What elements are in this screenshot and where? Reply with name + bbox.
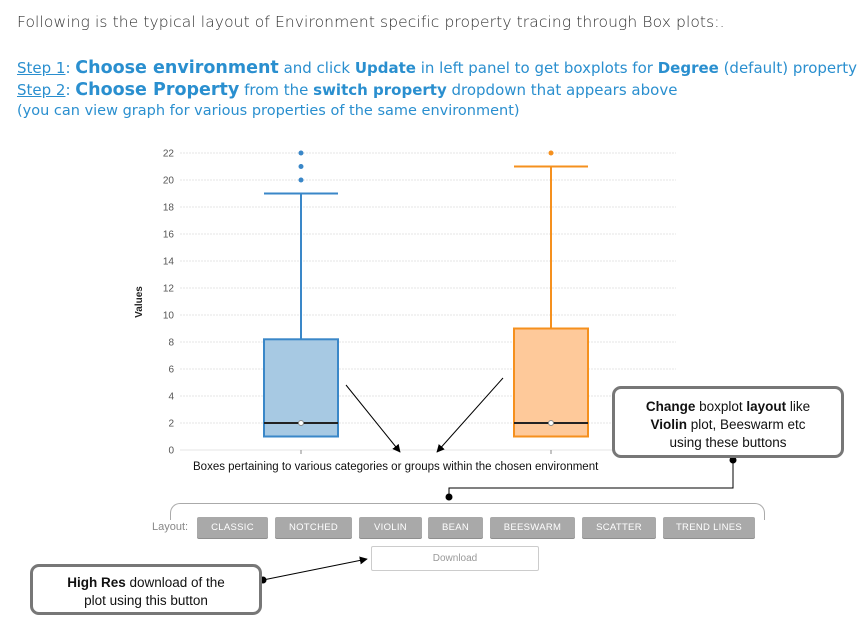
callout-highres: High Res [67, 575, 126, 590]
layout-button-bean[interactable]: BEAN [428, 517, 483, 538]
connector-layout [448, 460, 734, 497]
step-2-text-a: from the [239, 81, 314, 99]
layout-button-notched[interactable]: NOTCHED [275, 517, 352, 538]
arrow-to-download [262, 556, 368, 581]
update-keyword: Update [354, 59, 416, 77]
outlier-point [548, 150, 554, 156]
y-tick-label: 8 [168, 338, 174, 349]
step-1-colon: : [65, 59, 76, 77]
degree-keyword: Degree [657, 59, 719, 77]
step-1-label: Step 1 [17, 59, 66, 77]
callout-change: Change [645, 399, 696, 414]
layout-label: Layout: [152, 521, 189, 533]
y-tick-label: 16 [163, 230, 175, 241]
callout-download-text-b: plot using this button [84, 593, 208, 608]
y-tick-label: 0 [168, 446, 174, 457]
callout-download: High Res download of the plot using this… [30, 564, 262, 615]
box-1 [263, 150, 339, 454]
chart-caption: Boxes pertaining to various categories o… [193, 461, 599, 473]
y-axis: 0 2 4 6 8 10 12 14 16 18 20 22 [163, 149, 175, 457]
y-tick-label: 22 [163, 149, 175, 160]
mean-marker [298, 420, 304, 426]
layout-button-beeswarm[interactable]: BEESWARM [490, 517, 575, 538]
y-tick-label: 20 [163, 176, 175, 187]
step-2-head: Choose Property [75, 80, 240, 100]
step-1-text-b: in left panel to get boxplots for [415, 59, 658, 77]
y-tick-label: 6 [168, 365, 174, 376]
layout-button-scatter[interactable]: SCATTER [582, 517, 656, 538]
y-tick-label: 18 [163, 203, 175, 214]
arrow-to-caption-left [345, 384, 401, 453]
step-2: Step 2: Choose Property from the switch … [17, 80, 677, 100]
y-tick-label: 4 [168, 392, 174, 403]
switch-property-keyword: switch property [313, 81, 447, 99]
connector-dot-layout [729, 456, 737, 464]
arrow-to-caption-right [436, 377, 504, 453]
callout-text-b: like [786, 399, 811, 414]
callout-layout-word: layout [746, 399, 787, 414]
box-2 [513, 150, 589, 454]
callout-text-d: using these buttons [669, 435, 787, 450]
callout-text-c: plot, Beeswarm etc [686, 417, 806, 432]
chart-grid [180, 152, 676, 451]
intro-text: Following is the typical layout of Envir… [17, 13, 725, 31]
step-1-text-c: (default) property [718, 59, 858, 77]
step-1-head: Choose environment [75, 58, 279, 78]
step-2-colon: : [65, 81, 76, 99]
step-1-text-a: and click [278, 59, 355, 77]
connector-dot-buttons [445, 493, 453, 501]
outlier-point [298, 150, 304, 156]
mean-marker [548, 420, 554, 426]
download-button[interactable]: Download [371, 546, 539, 571]
y-axis-label: Values [134, 286, 145, 318]
step-1: Step 1: Choose environment and click Upd… [17, 58, 857, 78]
step-2-label: Step 2 [17, 81, 66, 99]
step-2-text-b: dropdown that appears above [446, 81, 678, 99]
box-body [513, 327, 589, 438]
callout-layout-buttons: Change boxplot layout like Violin plot, … [612, 386, 844, 458]
callout-text-a: boxplot [695, 399, 747, 414]
y-tick-label: 2 [168, 419, 174, 430]
outlier-point [298, 164, 304, 169]
y-tick-label: 12 [163, 284, 175, 295]
layout-button-classic[interactable]: CLASSIC [197, 517, 268, 538]
layout-button-trend-lines[interactable]: TREND LINES [663, 517, 755, 538]
y-tick-label: 14 [163, 257, 175, 268]
layout-button-violin[interactable]: VIOLIN [359, 517, 422, 538]
y-tick-label: 10 [163, 311, 175, 322]
outlier-point [298, 177, 304, 183]
layout-bracket [170, 503, 765, 520]
callout-violin: Violin [650, 417, 687, 432]
callout-download-text-a: download of the [125, 575, 225, 590]
box-series [263, 150, 589, 454]
step-note: (you can view graph for various properti… [17, 103, 520, 119]
